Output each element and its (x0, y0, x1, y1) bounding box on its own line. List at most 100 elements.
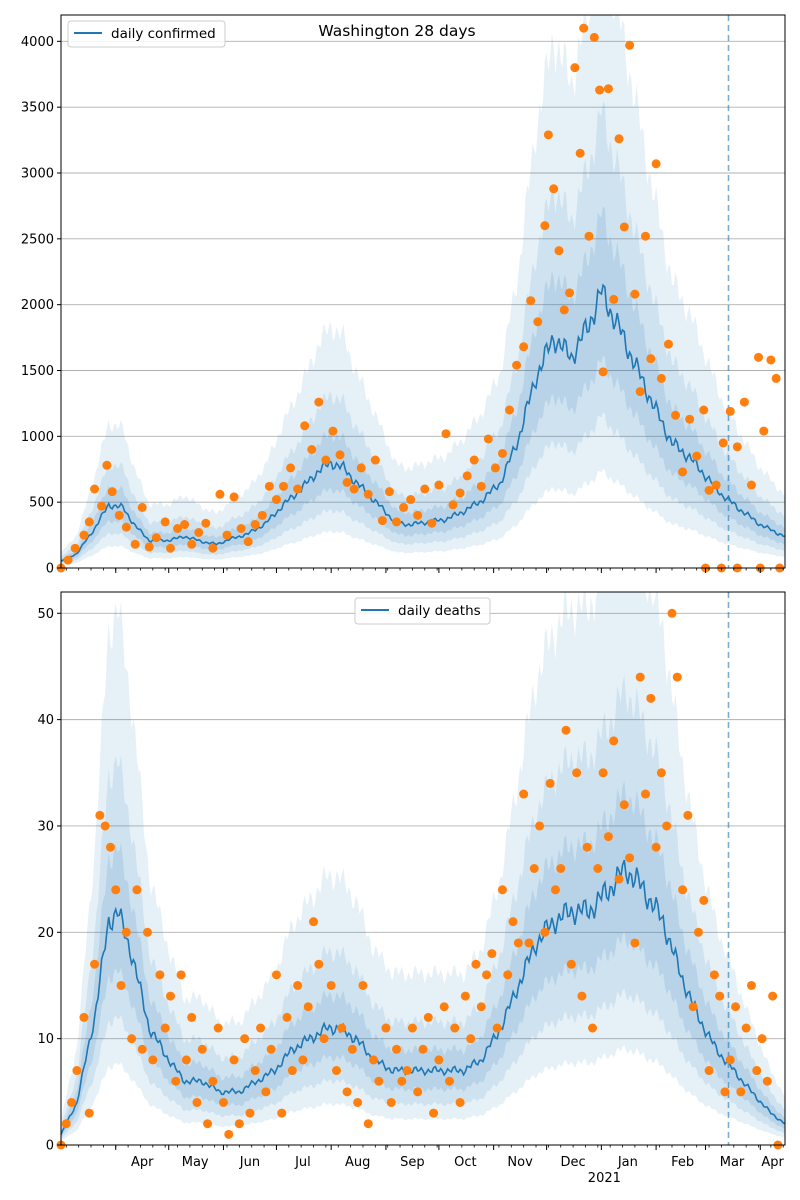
observation-point (524, 938, 534, 948)
x-tick-label: Apr (131, 1155, 154, 1170)
observation-point (107, 487, 117, 497)
observation-point (429, 1108, 439, 1118)
observation-point (497, 885, 507, 895)
uncertainty-band-3 (61, 206, 785, 564)
observation-point (100, 821, 110, 831)
observation-point (619, 222, 629, 232)
observation-point (197, 1044, 207, 1054)
observation-point (651, 842, 661, 852)
observation-point (503, 970, 513, 980)
observation-point (72, 1066, 82, 1076)
observation-point (173, 524, 183, 533)
observation-point (577, 991, 587, 1001)
observation-point (399, 502, 409, 512)
observation-point (356, 463, 366, 473)
observation-point (619, 800, 629, 810)
observation-point (720, 1087, 730, 1097)
observation-point (543, 130, 553, 140)
observation-point (84, 517, 94, 527)
observation-point (699, 895, 709, 905)
observation-point (651, 159, 661, 169)
observation-point (746, 480, 756, 490)
observation-point (148, 1055, 158, 1065)
observation-point (342, 477, 352, 487)
observation-point (245, 1108, 255, 1118)
observation-point (151, 533, 161, 543)
observation-point (271, 970, 281, 980)
x-tick-label: Dec (561, 1155, 586, 1170)
observation-point (287, 1066, 297, 1076)
observation-point (519, 789, 529, 799)
y-tick-label: 500 (29, 496, 54, 511)
uncertainty-band-3 (61, 780, 785, 1137)
observation-point (512, 360, 522, 370)
observation-point (111, 885, 121, 895)
observation-point (483, 434, 493, 444)
observation-point (70, 543, 80, 553)
observation-point (685, 414, 695, 424)
observation-point (545, 778, 555, 788)
observation-point (240, 1034, 250, 1044)
x-tick-label: Jun (239, 1155, 260, 1170)
confirmed-panel: 0 500 1000 1500 2000 2500 3000 3500 4000 Washing… (21, 14, 786, 577)
observation-point (614, 134, 624, 144)
observation-point (766, 355, 776, 365)
confirmed-series-line (60, 283, 786, 563)
observation-point (397, 1076, 407, 1086)
observation-point (105, 842, 115, 852)
observation-point (234, 1119, 244, 1129)
observation-point (508, 917, 518, 927)
observation-point (598, 367, 608, 377)
observation-point (314, 959, 324, 969)
y-tick-label: 10 (37, 1032, 54, 1047)
observation-point (171, 1076, 181, 1086)
observation-point (95, 810, 105, 820)
observation-point (718, 438, 728, 448)
observation-point (757, 1034, 767, 1044)
observation-point (413, 1087, 423, 1097)
observation-point (736, 1087, 746, 1097)
observation-point (90, 484, 100, 494)
y-tick-label: 2500 (21, 232, 54, 247)
observation-point (688, 1002, 698, 1012)
observation-point (656, 768, 666, 778)
observation-point (218, 1097, 228, 1107)
observation-point (303, 1002, 313, 1012)
x-tick-label: Nov (507, 1155, 533, 1170)
observation-point (593, 864, 603, 873)
observation-point (224, 1129, 234, 1139)
observation-point (455, 1097, 465, 1107)
deaths-series-line (60, 859, 786, 1135)
observation-point (67, 1097, 77, 1107)
y-tick-label: 40 (37, 713, 54, 728)
observation-point (423, 1012, 433, 1022)
observation-point (363, 1119, 373, 1129)
observation-point (598, 768, 608, 778)
y-tick-label: 50 (37, 607, 54, 622)
y-tick-label: 0 (46, 562, 54, 577)
y-tick-label: 3500 (21, 101, 54, 116)
observation-point (450, 1023, 460, 1033)
observation-point (97, 501, 107, 511)
observation-point (250, 520, 260, 530)
x-tick-label: May (182, 1155, 209, 1170)
observation-point (441, 429, 451, 439)
y-tick-label: 2000 (21, 298, 54, 313)
observation-point (293, 980, 303, 990)
observation-point (741, 1023, 751, 1033)
observation-point (370, 455, 380, 465)
observation-point (187, 1012, 197, 1022)
observation-point (201, 518, 211, 528)
observation-point (630, 289, 640, 299)
observation-point (460, 991, 470, 1001)
observation-point (582, 842, 592, 852)
observation-point (476, 1002, 486, 1012)
observation-point (667, 608, 677, 618)
x-tick-label: Feb (671, 1155, 694, 1170)
observation-point (347, 1044, 357, 1054)
observation-point (476, 481, 486, 491)
observation-point (165, 991, 175, 1001)
observation-point (208, 543, 218, 553)
observation-point (561, 725, 571, 735)
